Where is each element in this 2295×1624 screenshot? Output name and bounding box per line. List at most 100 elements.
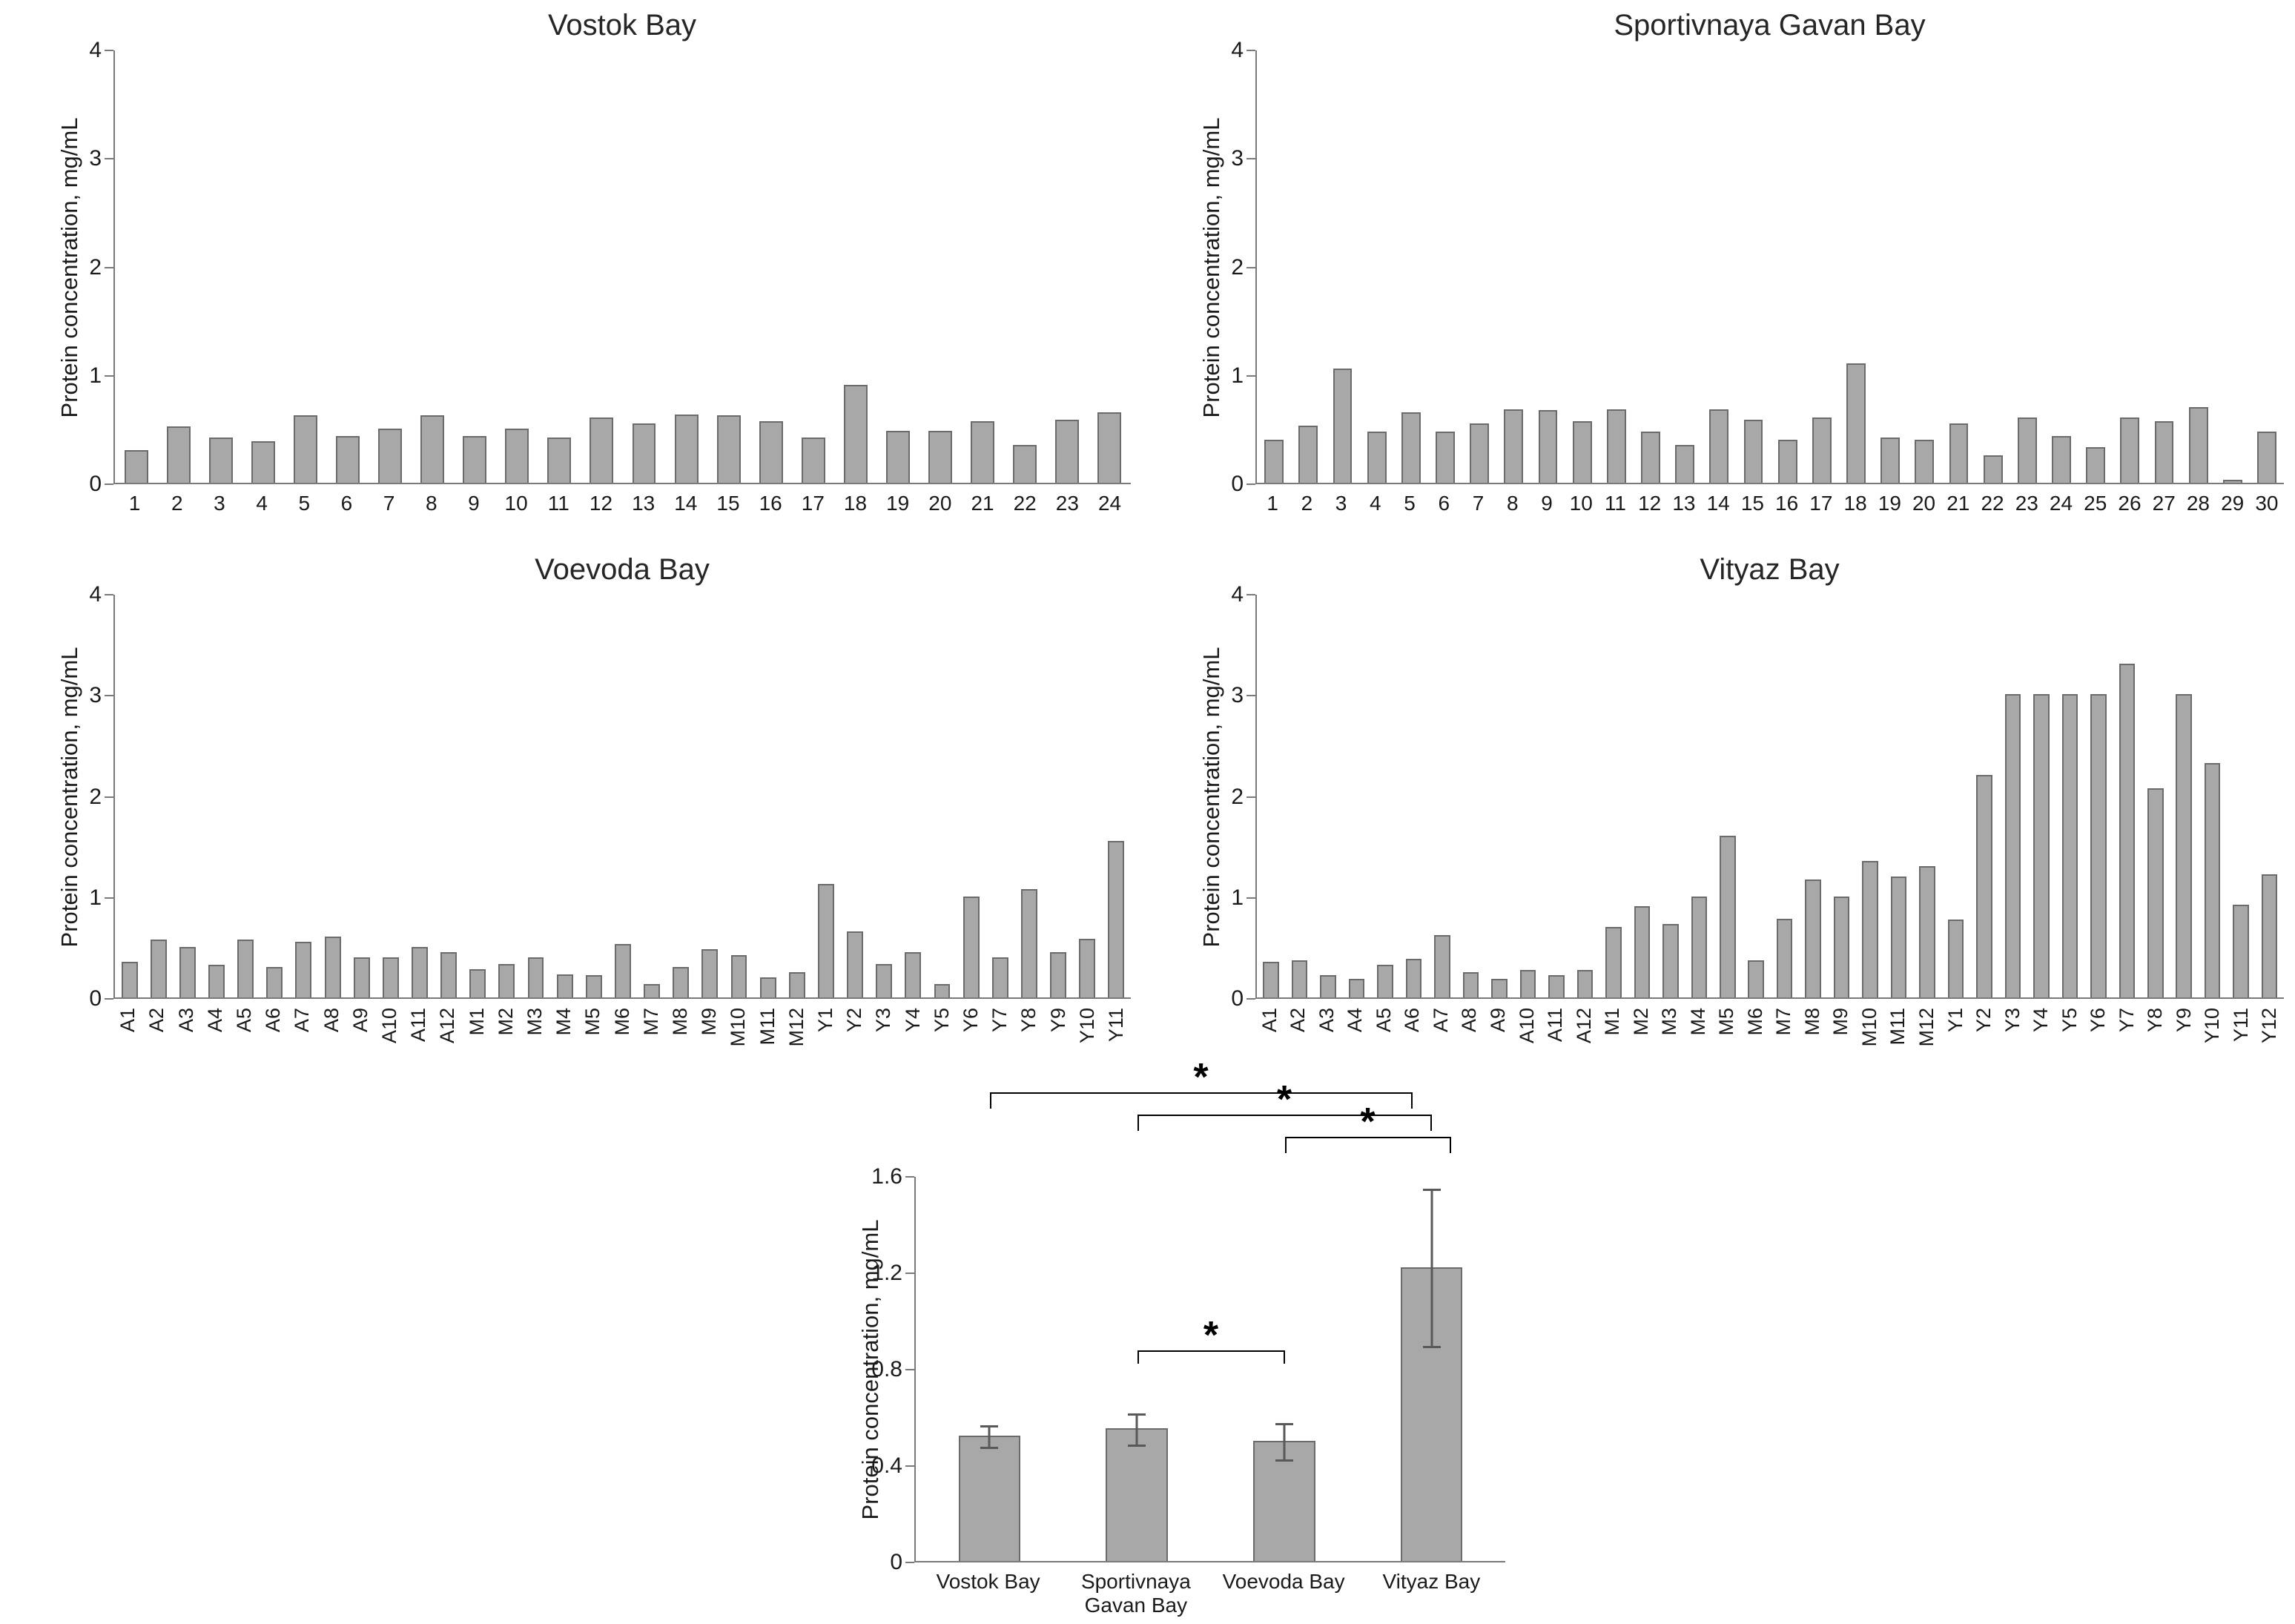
bar (1291, 960, 1308, 997)
bar-slot (1513, 595, 1542, 997)
y-axis-title: Protein concentration, mg/mL (56, 117, 82, 417)
x-category-label-text: 24 (1097, 492, 1122, 515)
bar-slot (811, 595, 840, 997)
bar-slot (2010, 50, 2044, 483)
bar-slot (1325, 50, 1359, 483)
x-category-label-text: 6 (340, 492, 353, 515)
x-category-label: 21 (1941, 484, 1975, 520)
bar-slot (957, 595, 985, 997)
x-category-label: Y7 (2113, 999, 2142, 1088)
bar-slot (521, 595, 550, 997)
x-category-label: Vityaz Bay (1358, 1562, 1505, 1622)
bar-slot (985, 595, 1014, 997)
bar-slot (581, 50, 623, 483)
x-category-label: M8 (1798, 999, 1827, 1088)
bar (124, 450, 148, 483)
x-category-label-text: 4 (256, 492, 268, 515)
x-category-label-text: A8 (1458, 1008, 1481, 1033)
x-category-label-text: 20 (928, 492, 952, 515)
x-category-label-text: A10 (377, 1008, 400, 1044)
bar (1777, 439, 1797, 483)
bar-slot (1014, 595, 1043, 997)
bar-slot (916, 1177, 1063, 1561)
x-category-label-text: A2 (1287, 1008, 1310, 1033)
y-tick-label: 0 (89, 986, 102, 1011)
bar-slot (1941, 595, 1969, 997)
x-category-label-text: 12 (589, 492, 613, 515)
error-bar (1283, 1422, 1286, 1462)
x-category-label: A7 (288, 999, 317, 1088)
x-category-label-text: M12 (785, 1008, 808, 1047)
y-axis-title: Protein concentration, mg/mL (1198, 117, 1224, 417)
x-category-label-text: 18 (1843, 492, 1867, 515)
x-category-label-text: Y4 (901, 1008, 924, 1033)
x-category-label-text: A10 (1515, 1008, 1538, 1044)
x-category-label: 7 (1461, 484, 1495, 520)
bar-slot (369, 50, 411, 483)
bar-slot (707, 50, 750, 483)
x-category-label-text: M3 (1658, 1008, 1681, 1036)
bar-slot (173, 595, 202, 997)
bar-slot (2147, 50, 2181, 483)
x-axis-labels: 1 2 3 4 5 6 7 8 9 10 11 12 13 14 15 16 17 18 19 20 21 22 23 24 2… (1255, 484, 2284, 520)
bar (440, 951, 458, 997)
x-category-label: A1 (113, 999, 142, 1088)
x-category-label-text: M8 (668, 1008, 691, 1036)
bar-slot (1799, 595, 1827, 997)
x-category-label: Y3 (1998, 999, 2027, 1088)
bar-slot (870, 595, 899, 997)
bar-slot (1827, 595, 1855, 997)
x-category-label-text: Vityaz Bay (1382, 1570, 1481, 1593)
bar (1606, 409, 1626, 483)
bar-slot (876, 50, 919, 483)
bar (382, 957, 399, 997)
x-category-label: 18 (834, 484, 876, 520)
x-category-label-text: 1 (128, 492, 141, 515)
x-category-label-text: M4 (552, 1008, 575, 1036)
bar (547, 437, 572, 483)
y-tick-mark (1246, 695, 1255, 697)
x-category-label: 10 (495, 484, 538, 520)
x-category-label: M7 (637, 999, 666, 1088)
bar-slot (696, 595, 724, 997)
x-category-label: M2 (1627, 999, 1656, 1088)
bar (2147, 788, 2164, 997)
x-category-label-text: 22 (1013, 492, 1037, 515)
bar (1491, 979, 1508, 997)
chart-summary-bays: Protein concentration, mg/mL 0 0.4 0.8 1.2 1.… (827, 1058, 1505, 1622)
y-tick-label: 3 (1231, 683, 1244, 708)
bar (701, 948, 719, 997)
error-bar-bottom-cap (1128, 1445, 1146, 1447)
x-category-label-text: Y9 (1046, 1008, 1069, 1033)
bar-slot (1657, 595, 1685, 997)
x-category-label-text: Y11 (2229, 1008, 2252, 1043)
x-category-label-text: 26 (2118, 492, 2142, 515)
error-bar-bottom-cap (1275, 1459, 1293, 1462)
x-category-label-text: A6 (1401, 1008, 1424, 1033)
bar (1576, 970, 1594, 997)
x-category-label: 6 (326, 484, 368, 520)
x-category-label-text: 2 (1301, 492, 1313, 515)
x-category-label: M6 (607, 999, 636, 1088)
x-category-label: A8 (1456, 999, 1485, 1088)
x-category-label: Voevoda Bay (1210, 1562, 1358, 1622)
bar (505, 428, 529, 483)
x-category-label: M5 (1713, 999, 1742, 1088)
bar-slot (2113, 595, 2141, 997)
bar (498, 964, 515, 997)
x-category-label: A7 (1427, 999, 1456, 1088)
bar (2176, 694, 2192, 997)
x-category-label: M1 (1598, 999, 1627, 1088)
x-category-label: M12 (782, 999, 811, 1088)
bar (1097, 412, 1122, 483)
x-category-label-text: 15 (716, 492, 740, 515)
bar (905, 951, 922, 997)
bar (1947, 920, 1964, 997)
plot-area: 0 1 2 3 4 (89, 582, 1131, 1011)
y-tick-label: 1.2 (871, 1261, 902, 1285)
bar (1691, 896, 1708, 997)
x-category-label-text: Sportivnaya Gavan Bay (1080, 1570, 1191, 1617)
x-category-label: 22 (1975, 484, 2010, 520)
x-category-label: M6 (1741, 999, 1770, 1088)
x-category-label: 13 (622, 484, 664, 520)
